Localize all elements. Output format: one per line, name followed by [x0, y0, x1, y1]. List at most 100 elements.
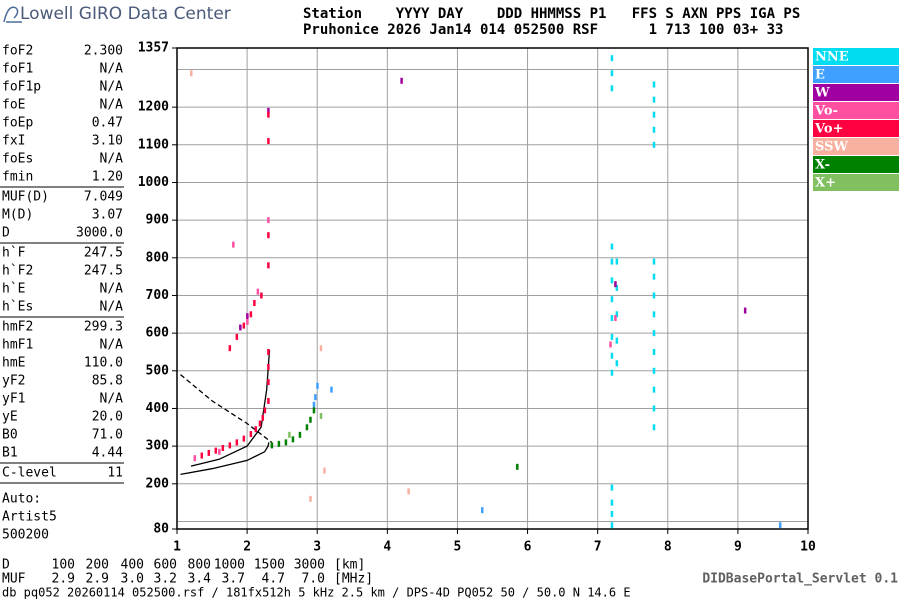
- echo-point: [610, 55, 614, 62]
- echo-point: [254, 426, 258, 433]
- param-name: MUF(D): [2, 190, 49, 205]
- echo-point: [615, 258, 619, 265]
- param-value: N/A: [100, 282, 124, 297]
- d-value: 3000: [294, 558, 325, 573]
- echo-point: [256, 288, 260, 295]
- echo-point: [480, 507, 484, 514]
- echo-point: [652, 111, 656, 118]
- echo-point: [610, 484, 614, 491]
- echo-point: [743, 307, 747, 314]
- param-name: M(D): [2, 208, 33, 223]
- echo-point: [652, 258, 656, 265]
- d-value: 1000: [214, 558, 245, 573]
- echo-point: [652, 330, 656, 337]
- header-line: Station YYYY DAY DDD HHMMSS P1 FFS S AXN…: [303, 6, 800, 22]
- echo-point: [652, 424, 656, 431]
- muf-value: 3.4: [188, 572, 212, 587]
- x-tick-label: 5: [454, 540, 462, 555]
- legend-label: Vo-: [814, 104, 838, 119]
- param-name: B0: [2, 428, 18, 443]
- param-name: h`F: [2, 246, 26, 261]
- logo-icon: [3, 6, 22, 23]
- echo-point: [615, 311, 619, 318]
- echo-point: [267, 217, 270, 224]
- echo-point: [316, 382, 319, 389]
- legend-swatch: [813, 66, 899, 83]
- y-tick-label: 900: [146, 213, 170, 228]
- x-tick-label: 10: [800, 540, 816, 555]
- x-tick-label: 3: [313, 540, 321, 555]
- d-value: 100: [52, 558, 75, 573]
- param-value: 247.5: [84, 264, 123, 279]
- profile-line: [180, 374, 273, 443]
- echo-point: [235, 333, 239, 340]
- legend-swatch: [813, 156, 899, 173]
- param-value: N/A: [100, 300, 124, 315]
- servlet: DIDBasePortal_Servlet 0.1: [702, 572, 898, 587]
- echo-point: [284, 439, 288, 446]
- echo-point: [309, 495, 312, 502]
- echo-point: [610, 369, 614, 376]
- d-unit: [km]: [334, 558, 365, 573]
- legend-label: NNE: [815, 50, 849, 65]
- param-value: 4.44: [92, 446, 123, 461]
- echo-point: [400, 77, 403, 84]
- d-value: 1500: [254, 558, 285, 573]
- echo-point: [267, 111, 270, 118]
- y-tick-label: 600: [146, 326, 170, 341]
- param-name: foF1p: [2, 80, 41, 95]
- echo-point: [267, 379, 270, 386]
- echo-point: [610, 277, 614, 284]
- param-value: 1.20: [92, 170, 123, 185]
- x-tick-label: 6: [524, 540, 532, 555]
- param-name: yE: [2, 410, 18, 425]
- muf-value: 2.9: [52, 572, 75, 587]
- muf-value: 4.7: [262, 572, 285, 587]
- param-value: N/A: [100, 98, 124, 113]
- param-value: N/A: [100, 392, 124, 407]
- echo-point: [207, 449, 211, 456]
- param-name: D: [2, 226, 10, 241]
- legend-label: W: [814, 86, 830, 101]
- param-name: fxI: [2, 134, 25, 149]
- legend-swatch: [813, 48, 899, 65]
- echo-point: [228, 345, 232, 352]
- echo-point: [261, 414, 265, 421]
- echo-point: [323, 467, 326, 474]
- legend-swatch: [813, 102, 899, 119]
- x-tick-label: 9: [734, 540, 742, 555]
- echo-point: [610, 258, 614, 265]
- echo-point: [260, 292, 263, 299]
- echo-point: [615, 284, 619, 291]
- x-tick-label: 7: [594, 540, 602, 555]
- param-value: 3.10: [92, 134, 123, 149]
- d-value: 800: [188, 558, 211, 573]
- echo-point: [610, 70, 614, 77]
- x-tick-label: 1: [173, 540, 181, 555]
- param-value: 299.3: [84, 320, 123, 335]
- echo-point: [235, 439, 239, 446]
- param-value: 3.07: [92, 208, 123, 223]
- echo-point: [305, 424, 309, 431]
- echo-point: [652, 96, 656, 103]
- echo-point: [267, 364, 270, 371]
- echo-point: [652, 311, 656, 318]
- d-value: 600: [154, 558, 177, 573]
- d-label: D: [2, 558, 10, 573]
- muf-unit: [MHz]: [334, 572, 373, 587]
- echo-point: [298, 431, 302, 438]
- param-name: foF2: [2, 44, 33, 59]
- echo-point: [610, 522, 614, 529]
- d-value: 200: [86, 558, 109, 573]
- y-tick-label: 200: [146, 476, 170, 491]
- echo-point: [267, 397, 270, 404]
- echo-point: [330, 386, 333, 393]
- echo-point: [267, 262, 270, 269]
- y-tick-label: 500: [146, 363, 170, 378]
- y-tick-label: 1357: [138, 41, 169, 56]
- echo-point: [778, 522, 782, 529]
- param-value: 0.47: [92, 116, 123, 131]
- param-value: 110.0: [84, 356, 123, 371]
- param-name: yF1: [2, 392, 25, 407]
